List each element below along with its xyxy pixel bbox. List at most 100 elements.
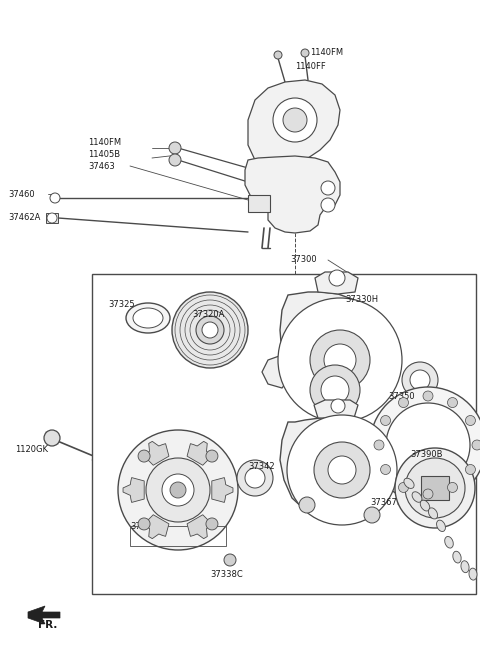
Polygon shape bbox=[187, 515, 212, 539]
Circle shape bbox=[237, 460, 273, 496]
Polygon shape bbox=[144, 515, 169, 539]
Bar bbox=[130, 526, 226, 546]
Polygon shape bbox=[144, 442, 169, 465]
Circle shape bbox=[398, 398, 408, 408]
Ellipse shape bbox=[420, 500, 430, 511]
Polygon shape bbox=[280, 418, 382, 520]
Polygon shape bbox=[262, 355, 290, 388]
Circle shape bbox=[410, 370, 430, 390]
Circle shape bbox=[47, 213, 57, 223]
Polygon shape bbox=[314, 400, 358, 418]
Circle shape bbox=[169, 142, 181, 154]
Text: 37330H: 37330H bbox=[345, 295, 378, 304]
Text: 37390B: 37390B bbox=[410, 450, 443, 459]
Circle shape bbox=[273, 98, 317, 142]
Circle shape bbox=[374, 440, 384, 450]
Circle shape bbox=[310, 330, 370, 390]
Circle shape bbox=[386, 403, 470, 487]
Ellipse shape bbox=[429, 508, 438, 519]
Text: 11405B: 11405B bbox=[88, 150, 120, 159]
Text: 1120GK: 1120GK bbox=[15, 445, 48, 454]
Circle shape bbox=[423, 489, 433, 499]
Circle shape bbox=[274, 51, 282, 59]
Circle shape bbox=[206, 518, 218, 530]
Circle shape bbox=[321, 181, 335, 195]
Circle shape bbox=[398, 483, 408, 493]
Ellipse shape bbox=[461, 561, 469, 573]
Circle shape bbox=[310, 365, 360, 415]
Circle shape bbox=[138, 518, 150, 530]
Circle shape bbox=[395, 448, 475, 528]
Circle shape bbox=[162, 474, 194, 506]
Circle shape bbox=[466, 416, 475, 426]
Circle shape bbox=[364, 507, 380, 523]
Circle shape bbox=[370, 387, 480, 503]
Text: 37370B: 37370B bbox=[405, 462, 438, 471]
Text: 37334: 37334 bbox=[405, 400, 432, 409]
Circle shape bbox=[245, 468, 265, 488]
Circle shape bbox=[172, 292, 248, 368]
Polygon shape bbox=[212, 477, 233, 502]
Circle shape bbox=[314, 442, 370, 498]
Circle shape bbox=[224, 554, 236, 566]
Text: 37462A: 37462A bbox=[8, 213, 40, 222]
Text: 37320A: 37320A bbox=[192, 310, 224, 319]
Ellipse shape bbox=[469, 568, 477, 580]
Circle shape bbox=[405, 458, 465, 518]
Circle shape bbox=[447, 483, 457, 493]
Circle shape bbox=[466, 465, 475, 475]
Circle shape bbox=[381, 416, 391, 426]
Text: 37300: 37300 bbox=[290, 255, 317, 264]
Bar bbox=[421, 476, 449, 500]
Circle shape bbox=[146, 458, 210, 522]
Circle shape bbox=[402, 362, 438, 398]
Text: 37342: 37342 bbox=[248, 462, 275, 471]
Bar bbox=[248, 195, 270, 212]
Text: 37350: 37350 bbox=[388, 392, 415, 401]
Circle shape bbox=[324, 344, 356, 376]
Bar bbox=[92, 274, 476, 594]
Ellipse shape bbox=[126, 303, 170, 333]
Circle shape bbox=[283, 108, 307, 132]
Circle shape bbox=[328, 456, 356, 484]
Polygon shape bbox=[28, 606, 60, 624]
Circle shape bbox=[329, 270, 345, 286]
Text: 1140FM: 1140FM bbox=[88, 138, 121, 147]
Circle shape bbox=[44, 430, 60, 446]
Text: 37325: 37325 bbox=[108, 300, 134, 309]
Ellipse shape bbox=[404, 478, 414, 489]
Circle shape bbox=[206, 450, 218, 462]
Text: 1140FM: 1140FM bbox=[310, 48, 343, 57]
Circle shape bbox=[331, 399, 345, 413]
Circle shape bbox=[170, 482, 186, 498]
Text: 1140FF: 1140FF bbox=[295, 62, 326, 71]
Circle shape bbox=[196, 316, 224, 344]
Circle shape bbox=[472, 440, 480, 450]
Text: 37463: 37463 bbox=[88, 162, 115, 171]
Circle shape bbox=[50, 193, 60, 203]
Text: 37460: 37460 bbox=[8, 190, 35, 199]
Polygon shape bbox=[187, 442, 212, 465]
Ellipse shape bbox=[412, 492, 422, 502]
Circle shape bbox=[202, 322, 218, 338]
Text: 37367B: 37367B bbox=[370, 498, 403, 507]
Polygon shape bbox=[280, 292, 388, 410]
Text: FR.: FR. bbox=[38, 620, 58, 630]
Circle shape bbox=[138, 450, 150, 462]
Text: 37340E: 37340E bbox=[130, 522, 162, 531]
Circle shape bbox=[447, 398, 457, 408]
Ellipse shape bbox=[453, 551, 461, 563]
Polygon shape bbox=[245, 156, 340, 233]
Ellipse shape bbox=[437, 520, 445, 532]
Circle shape bbox=[299, 497, 315, 513]
Polygon shape bbox=[248, 80, 340, 162]
Circle shape bbox=[118, 430, 238, 550]
Circle shape bbox=[423, 391, 433, 401]
Circle shape bbox=[321, 198, 335, 212]
Bar bbox=[46, 213, 58, 223]
Circle shape bbox=[321, 376, 349, 404]
Circle shape bbox=[301, 49, 309, 57]
Ellipse shape bbox=[133, 308, 163, 328]
Polygon shape bbox=[123, 477, 144, 502]
Circle shape bbox=[169, 154, 181, 166]
